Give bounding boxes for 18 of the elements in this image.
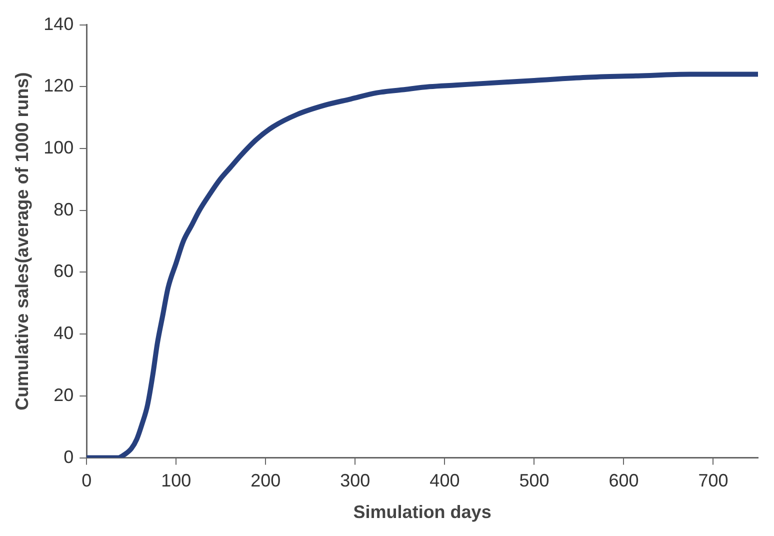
x-tick-label: 500 <box>519 470 550 491</box>
y-tick-label: 20 <box>54 384 74 405</box>
x-tick-label: 200 <box>250 470 281 491</box>
x-tick-label: 300 <box>340 470 370 491</box>
y-tick-label: 120 <box>44 76 74 96</box>
x-tick-label: 600 <box>608 470 639 491</box>
y-axis-title: Cumulative sales(average of 1000 runs) <box>12 72 32 410</box>
y-tick-label: 80 <box>54 199 74 220</box>
x-tick-label: 700 <box>698 470 728 491</box>
y-tick-label: 100 <box>44 137 74 158</box>
y-tick-label: 40 <box>54 323 74 344</box>
x-tick-label: 400 <box>430 470 460 491</box>
x-tick-label: 100 <box>161 470 192 491</box>
y-tick-label: 60 <box>54 261 74 282</box>
x-tick-label: 0 <box>82 470 92 491</box>
y-tick-label: 0 <box>64 446 74 467</box>
x-axis-title: Simulation days <box>353 502 492 522</box>
y-tick-label: 140 <box>44 14 74 34</box>
